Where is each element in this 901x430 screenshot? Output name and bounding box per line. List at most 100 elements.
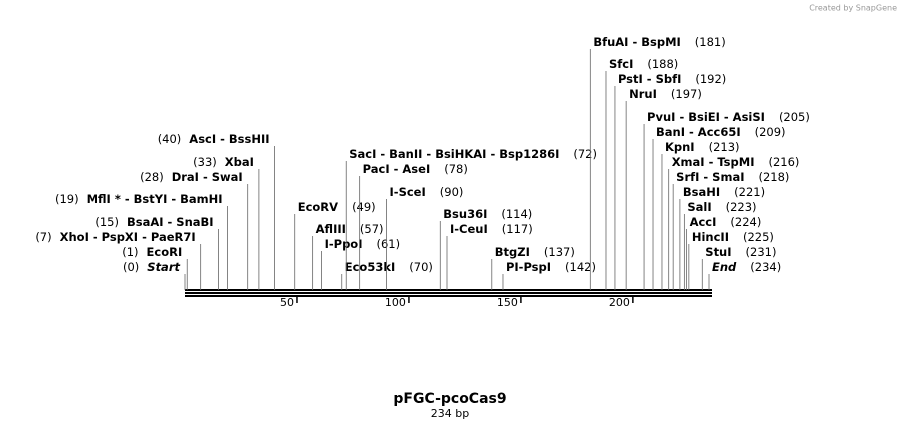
site-position: (49) — [352, 200, 376, 214]
site-label: SfcI (188) — [609, 57, 678, 71]
enzyme-name: BtgZI — [495, 245, 530, 259]
enzyme-name: PI-PspI — [506, 260, 551, 274]
site-position: (137) — [544, 245, 575, 259]
enzyme-name: SalI — [687, 200, 711, 214]
site-label: (7) XhoI - PspXI - PaeR7I — [35, 230, 195, 244]
enzyme-name: I-PpoI — [325, 237, 363, 251]
enzyme-name: AflIII — [316, 222, 346, 236]
site-label: BanI - Acc65I (209) — [656, 125, 786, 139]
site-position: (218) — [758, 170, 789, 184]
enzyme-name: NruI — [629, 87, 657, 101]
tick-label: 100 — [385, 296, 406, 309]
map-length: 234 bp — [431, 407, 469, 420]
site-label: I-CeuI (117) — [450, 222, 533, 236]
site-position: (223) — [726, 200, 757, 214]
site-label: SrfI - SmaI (218) — [676, 170, 789, 184]
site-label: KpnI (213) — [665, 140, 740, 154]
site-position: (192) — [695, 72, 726, 86]
site-position: (197) — [671, 87, 702, 101]
site-position: (1) — [122, 245, 138, 259]
site-label: EcoRV (49) — [298, 200, 376, 214]
site-position: (90) — [440, 185, 464, 199]
site-label: PI-PspI (142) — [506, 260, 596, 274]
site-position: (40) — [158, 132, 182, 146]
enzyme-name: XbaI — [225, 155, 254, 169]
tick-label: 200 — [609, 296, 630, 309]
site-label: HincII (225) — [692, 230, 774, 244]
enzyme-name: EcoRI — [147, 245, 183, 259]
enzyme-name: HincII — [692, 230, 729, 244]
enzyme-name: AccI — [690, 215, 717, 229]
site-label: BtgZI (137) — [495, 245, 575, 259]
enzyme-name: Bsu36I — [443, 207, 487, 221]
enzyme-name: SrfI - SmaI — [676, 170, 744, 184]
site-label: (33) XbaI — [193, 155, 254, 169]
site-position: (19) — [55, 192, 79, 206]
site-position: (15) — [95, 215, 119, 229]
site-position: (142) — [565, 260, 596, 274]
site-label: End (234) — [712, 260, 781, 274]
site-label: (28) DraI - SwaI — [140, 170, 243, 184]
tick-label: 150 — [497, 296, 518, 309]
credit: Created by SnapGene — [809, 4, 897, 13]
enzyme-name: PstI - SbfI — [618, 72, 681, 86]
enzyme-name: DraI - SwaI — [172, 170, 243, 184]
site-label: AccI (224) — [690, 215, 762, 229]
site-label: (1) EcoRI — [122, 245, 182, 259]
site-position: (224) — [730, 215, 761, 229]
enzyme-name: PvuI - BsiEI - AsiSI — [647, 110, 765, 124]
site-label: NruI (197) — [629, 87, 702, 101]
site-label: BsaHI (221) — [683, 185, 765, 199]
site-label: (40) AscI - BssHII — [158, 132, 270, 146]
site-position: (114) — [501, 207, 532, 221]
enzyme-name: XmaI - TspMI — [672, 155, 755, 169]
enzyme-name: KpnI — [665, 140, 695, 154]
site-label: Eco53kI (70) — [345, 260, 433, 274]
site-label: AflIII (57) — [316, 222, 384, 236]
site-label: I-PpoI (61) — [325, 237, 401, 251]
site-position: (213) — [709, 140, 740, 154]
enzyme-name: EcoRV — [298, 200, 338, 214]
site-label: (15) BsaAI - SnaBI — [95, 215, 213, 229]
site-position: (28) — [140, 170, 164, 184]
enzyme-name: End — [712, 260, 737, 274]
site-position: (0) — [123, 260, 139, 274]
site-position: (78) — [444, 162, 468, 176]
site-position: (61) — [377, 237, 401, 251]
site-position: (209) — [755, 125, 786, 139]
tick-label: 50 — [280, 296, 294, 309]
enzyme-name: BsaHI — [683, 185, 720, 199]
site-label: SalI (223) — [687, 200, 756, 214]
enzyme-name: Eco53kI — [345, 260, 396, 274]
site-position: (188) — [647, 57, 678, 71]
site-label: PacI - AseI (78) — [363, 162, 468, 176]
enzyme-name: PacI - AseI — [363, 162, 431, 176]
site-position: (221) — [734, 185, 765, 199]
site-position: (216) — [768, 155, 799, 169]
site-label: (0) Start — [123, 260, 181, 274]
site-position: (70) — [409, 260, 433, 274]
enzyme-name: BsaAI - SnaBI — [127, 215, 214, 229]
site-position: (72) — [573, 147, 597, 161]
site-position: (225) — [743, 230, 774, 244]
site-label: XmaI - TspMI (216) — [672, 155, 800, 169]
site-label: Bsu36I (114) — [443, 207, 532, 221]
site-position: (33) — [193, 155, 217, 169]
site-label: I-SceI (90) — [390, 185, 464, 199]
enzyme-name: SfcI — [609, 57, 633, 71]
site-label: BfuAI - BspMI (181) — [593, 35, 725, 49]
enzyme-name: Start — [147, 260, 180, 274]
site-position: (234) — [750, 260, 781, 274]
enzyme-name: I-SceI — [390, 185, 426, 199]
site-label: PvuI - BsiEI - AsiSI (205) — [647, 110, 810, 124]
enzyme-name: MflI * - BstYI - BamHI — [87, 192, 223, 206]
site-label: PstI - SbfI (192) — [618, 72, 726, 86]
enzyme-name: BanI - Acc65I — [656, 125, 741, 139]
site-position: (57) — [360, 222, 384, 236]
site-position: (7) — [35, 230, 51, 244]
enzyme-name: I-CeuI — [450, 222, 488, 236]
map-title: pFGC-pcoCas9 — [393, 391, 506, 407]
site-label: StuI (231) — [705, 245, 776, 259]
site-position: (117) — [502, 222, 533, 236]
enzyme-name: StuI — [705, 245, 731, 259]
